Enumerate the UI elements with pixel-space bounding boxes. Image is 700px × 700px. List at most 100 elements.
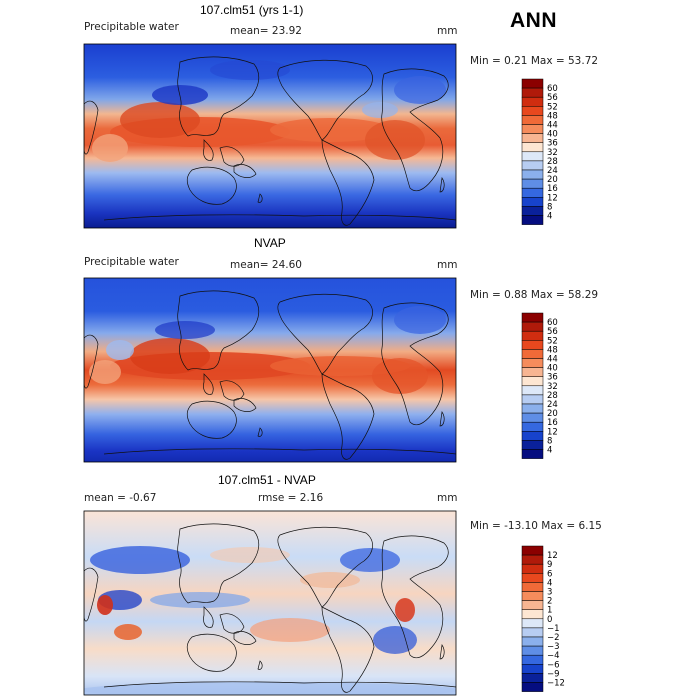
colorbar-tick-label: 8 [547,202,552,212]
colorbar-swatch [521,106,544,116]
colorbar-tick-label: 32 [547,148,558,158]
panel-2-units: mm [437,259,458,271]
colorbar-swatch [521,197,544,207]
colorbar-swatch [521,115,544,125]
colorbar-swatch [521,133,544,143]
colorbar-swatch [521,142,544,153]
colorbar-tick-label: 56 [547,93,558,103]
panel-3-title: 107.clm51 - NVAP [218,473,316,487]
colorbar-swatch [521,87,544,98]
colorbar-tick-label: 40 [547,130,558,140]
colorbar-tick-label: 4 [547,212,552,222]
colorbar-tick-label: −6 [547,660,560,670]
colorbar-swatch [521,340,544,350]
colorbar-tick-label: 60 [547,84,558,94]
colorbar-swatch [521,358,544,368]
colorbar-tick-label: 6 [547,569,552,579]
colorbar-swatch [521,582,544,592]
colorbar-swatch [521,206,544,216]
panel-2-map [84,278,456,462]
panel-1-frame [83,43,457,229]
colorbar-swatch [521,330,544,341]
colorbar-swatch [521,349,544,359]
colorbar-tick-label: 0 [547,615,552,625]
colorbar-swatch [521,367,544,377]
panel-2-title: NVAP [254,236,286,250]
colorbar-swatch [521,682,544,692]
colorbar-tick-label: −4 [547,651,560,661]
colorbar-tick-label: 16 [547,184,558,194]
colorbar-swatch [521,96,544,107]
panel-3-mean-label: mean = -0.67 [84,492,157,504]
panel-1-mean-label: mean= 23.92 [230,25,302,37]
season-label: ANN [510,9,557,32]
panel-1-left-label: Precipitable water [84,21,179,33]
colorbar-swatch [521,573,544,583]
colorbar-tick-label: 48 [547,111,558,121]
colorbar-tick-label: 32 [547,382,558,392]
panel-2-min-max: Min = 0.88 Max = 58.29 [470,289,599,301]
panel-2-mean-label: mean= 24.60 [230,259,302,271]
colorbar-tick-label: 48 [547,345,558,355]
colorbar-tick-label: 40 [547,364,558,374]
colorbar-tick-label: 4 [547,578,552,588]
colorbar-tick-label: 4 [547,446,552,456]
colorbar-tick-label: 52 [547,336,558,346]
colorbar-tick-label: −12 [547,679,565,689]
colorbar-tick-label: 52 [547,102,558,112]
colorbar-tick-label: −2 [547,633,560,643]
panel-1-min-max: Min = 0.21 Max = 53.72 [470,55,599,67]
panel-3-rmse-label: rmse = 2.16 [258,492,324,504]
colorbar-tick-label: 28 [547,157,558,167]
panel-3-min-max: Min = -13.10 Max = 6.15 [470,520,602,532]
panel-1-units: mm [437,25,458,37]
colorbar-tick-label: 44 [547,121,558,131]
colorbar-tick-label: 16 [547,418,558,428]
colorbar-swatch [521,645,544,656]
colorbar-swatch [521,545,544,556]
colorbar-tick-label: 44 [547,355,558,365]
colorbar-swatch [521,636,544,647]
colorbar-swatch [521,321,544,332]
colorbar-tick-label: 1 [547,606,552,616]
colorbar-tick-label: −1 [547,624,560,634]
colorbar-tick-label: 3 [547,588,552,598]
colorbar-swatch [521,609,544,620]
colorbar-swatch [521,376,544,387]
panel-3-units: mm [437,492,458,504]
colorbar-tick-label: 60 [547,318,558,328]
colorbar-swatch [521,664,544,674]
panel-1-map [84,44,456,228]
panel-2-frame [83,277,457,463]
colorbar-tick-label: 28 [547,391,558,401]
colorbar-swatch [521,403,544,414]
colorbar-tick-label: 12 [547,551,558,561]
colorbar-swatch [521,554,544,565]
colorbar-swatch [521,591,544,601]
colorbar-swatch [521,673,544,683]
colorbar-swatch [521,412,544,423]
colorbar-swatch [521,124,544,134]
colorbar-swatch [521,215,544,225]
colorbar-swatch [521,421,544,432]
colorbar-tick-label: 24 [547,166,558,176]
colorbar-swatch [521,654,544,665]
panel-2-left-label: Precipitable water [84,256,179,268]
colorbar-swatch [521,563,544,574]
colorbar-tick-label: 2 [547,597,552,607]
colorbar-tick-label: −3 [547,642,560,652]
colorbar-swatch [521,178,544,189]
colorbar-swatch [521,78,544,89]
colorbar-tick-label: 9 [547,560,552,570]
colorbar-tick-label: 20 [547,175,558,185]
colorbar-tick-label: 36 [547,139,558,149]
panel-3-map [84,511,456,695]
colorbar-swatch [521,618,544,629]
colorbar-swatch [521,312,544,323]
colorbar-tick-label: 20 [547,409,558,419]
colorbar-tick-label: 24 [547,400,558,410]
colorbar-swatch [521,160,544,171]
